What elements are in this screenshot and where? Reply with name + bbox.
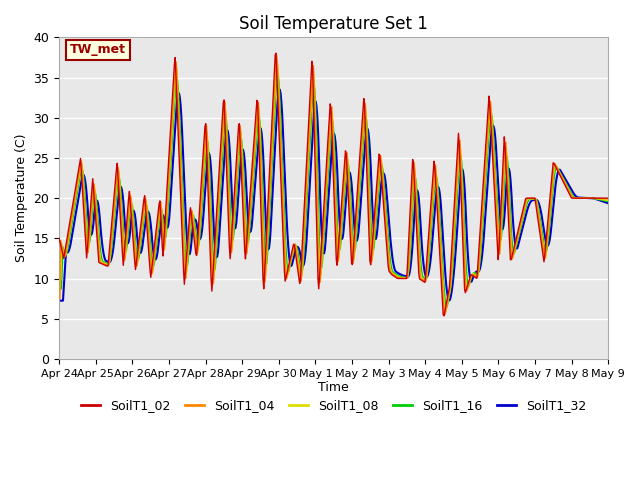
Legend: SoilT1_02, SoilT1_04, SoilT1_08, SoilT1_16, SoilT1_32: SoilT1_02, SoilT1_04, SoilT1_08, SoilT1_… bbox=[76, 394, 591, 417]
Text: TW_met: TW_met bbox=[70, 43, 126, 57]
Title: Soil Temperature Set 1: Soil Temperature Set 1 bbox=[239, 15, 428, 33]
Y-axis label: Soil Temperature (C): Soil Temperature (C) bbox=[15, 134, 28, 263]
X-axis label: Time: Time bbox=[318, 382, 349, 395]
